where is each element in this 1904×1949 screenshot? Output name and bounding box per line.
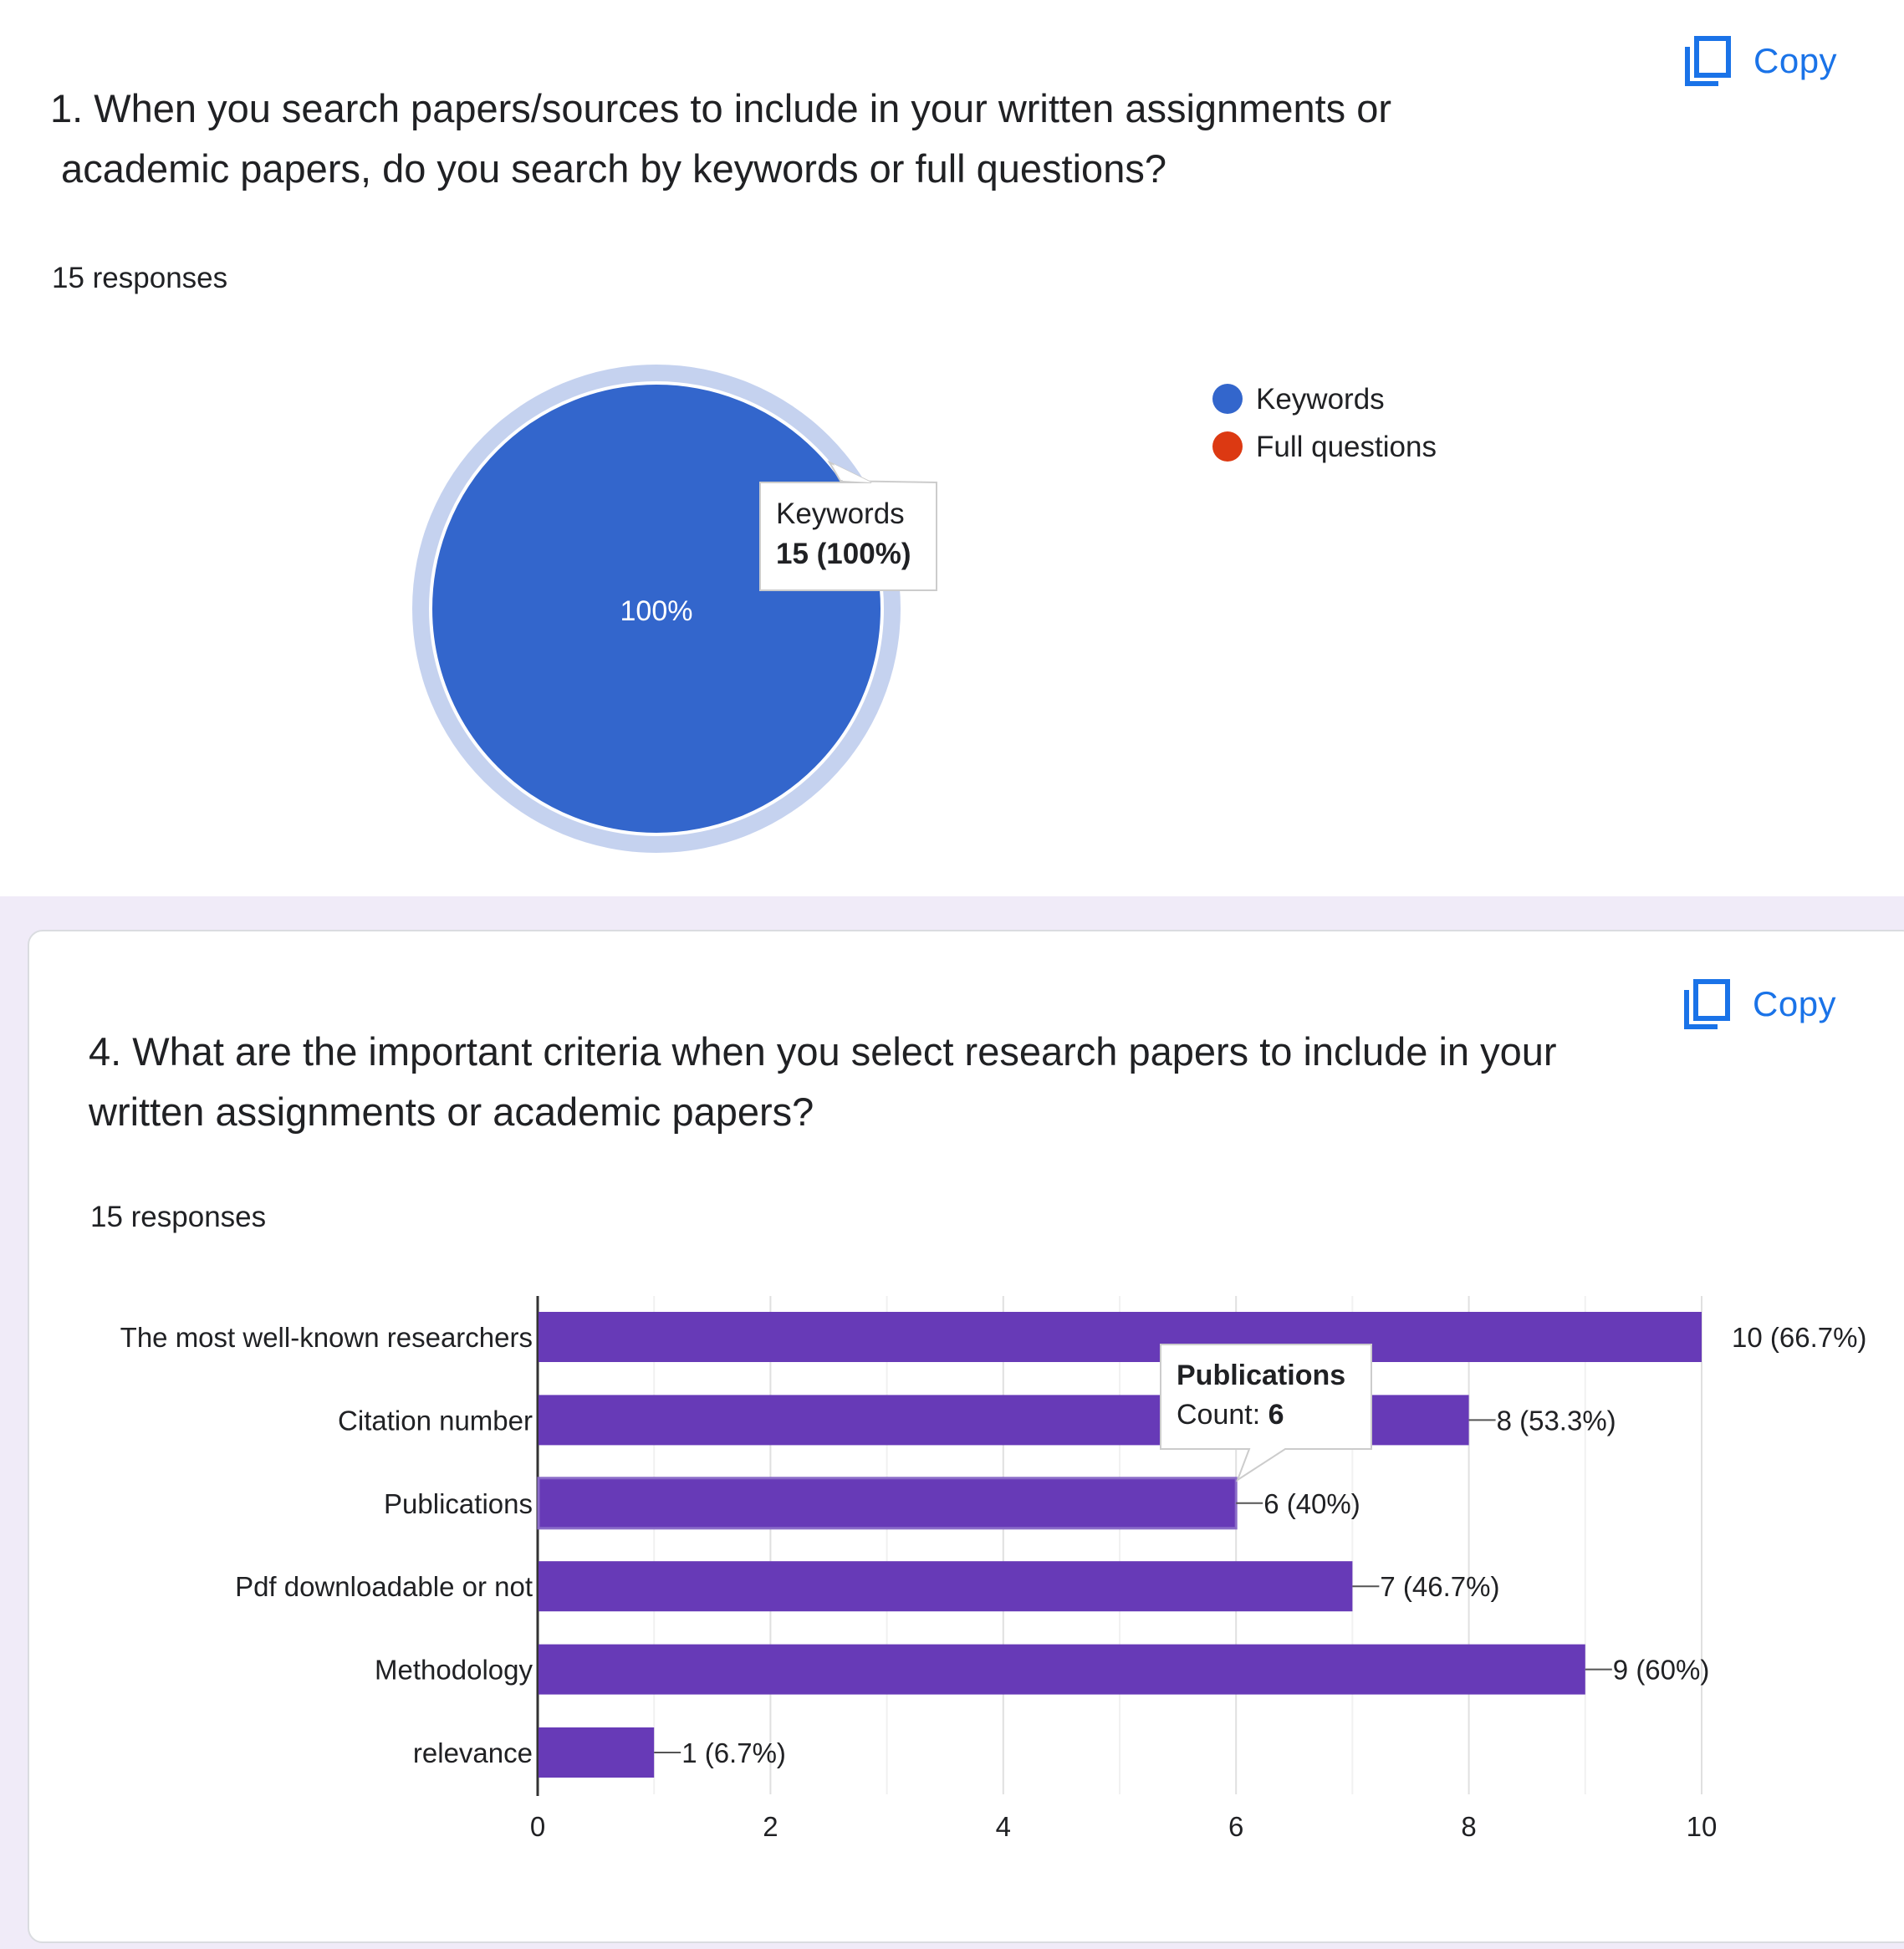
bar-category-labels: The most well-known researchers Citation … (120, 1322, 533, 1768)
data-label: 1 (6.7%) (681, 1737, 786, 1768)
bar-axis-ticks: 0 2 4 6 8 10 (530, 1811, 1718, 1842)
category-label: The most well-known researchers (120, 1322, 533, 1353)
legend-label-full-questions: Full questions (1256, 431, 1437, 463)
x-tick-label: 8 (1461, 1811, 1476, 1842)
bar-tooltip-title: Publications (1177, 1360, 1345, 1391)
question-card-1: Copy 1. When you search papers/sources t… (0, 0, 1904, 896)
copy-button-4[interactable]: Copy (1682, 978, 1836, 1030)
pie-slice-label: 100% (620, 595, 693, 627)
bar-tooltip-count-label: Count: (1177, 1399, 1268, 1431)
bar-data-labels: 10 (66.7%) 8 (53.3%) 6 (40%) 7 (46.7%) 9 (60… (654, 1322, 1866, 1768)
bar-publications[interactable] (537, 1477, 1238, 1530)
legend-item-keywords[interactable]: Keywords (1212, 383, 1385, 416)
question-title-4: 4. What are the important criteria when … (89, 1022, 1557, 1142)
copy-button-1[interactable]: Copy (1683, 35, 1837, 87)
question-title-line: 1. When you search papers/sources to inc… (50, 86, 1392, 130)
question-title-line: written assignments or academic papers? (89, 1089, 814, 1134)
bar-tooltip: Publications Count: 6 (1160, 1344, 1372, 1482)
pie-legend: Keywords Full questions (1212, 383, 1437, 463)
pie-chart: 100% Keywords 15 (100%) Keywords Full qu… (412, 365, 1437, 853)
response-count-4: 15 responses (90, 1201, 267, 1233)
x-tick-label: 6 (1228, 1811, 1243, 1842)
copy-label: Copy (1753, 41, 1838, 80)
bar-chart: The most well-known researchers Citation … (120, 1296, 1866, 1842)
pie-tooltip-value: 15 (100%) (776, 538, 911, 570)
question-title-1: 1. When you search papers/sources to inc… (50, 79, 1391, 199)
data-label: 9 (60%) (1613, 1655, 1710, 1686)
bar-tooltip-count: Count: 6 (1177, 1399, 1284, 1431)
bar-the-most-well-known-researchers[interactable] (539, 1312, 1702, 1362)
pie-tooltip-label: Keywords (776, 497, 905, 530)
question-title-line: 4. What are the important criteria when … (89, 1029, 1557, 1074)
x-tick-label: 0 (530, 1811, 545, 1842)
copy-icon (1685, 36, 1731, 86)
legend-label-keywords: Keywords (1256, 383, 1385, 416)
data-label: 6 (40%) (1263, 1488, 1360, 1519)
category-label: Publications (384, 1488, 533, 1519)
bar-relevance[interactable] (539, 1727, 655, 1778)
copy-label: Copy (1753, 984, 1837, 1023)
bar-pdf-downloadable-or-not[interactable] (539, 1561, 1353, 1612)
x-tick-label: 10 (1687, 1811, 1718, 1842)
legend-item-full-questions[interactable]: Full questions (1212, 431, 1437, 463)
bar-tooltip-count-value: 6 (1268, 1399, 1284, 1431)
data-label: 8 (53.3%) (1497, 1405, 1616, 1436)
category-label: Citation number (338, 1405, 533, 1436)
category-label: Pdf downloadable or not (235, 1571, 533, 1602)
category-label: relevance (413, 1737, 533, 1768)
copy-icon (1684, 979, 1730, 1029)
bar-methodology[interactable] (539, 1644, 1585, 1695)
category-label: Methodology (375, 1655, 533, 1686)
x-tick-label: 2 (763, 1811, 778, 1842)
pie-tooltip: Keywords 15 (100%) (759, 460, 937, 591)
legend-swatch-keywords (1212, 384, 1243, 414)
bar-series (537, 1312, 1702, 1778)
bar-gridlines (536, 1296, 1702, 1796)
question-title-line: academic papers, do you search by keywor… (50, 146, 1166, 191)
legend-swatch-full-questions (1212, 431, 1243, 462)
data-label: 10 (66.7%) (1732, 1322, 1866, 1353)
data-label: 7 (46.7%) (1380, 1571, 1499, 1602)
response-count-1: 15 responses (52, 262, 228, 294)
x-tick-label: 4 (996, 1811, 1011, 1842)
